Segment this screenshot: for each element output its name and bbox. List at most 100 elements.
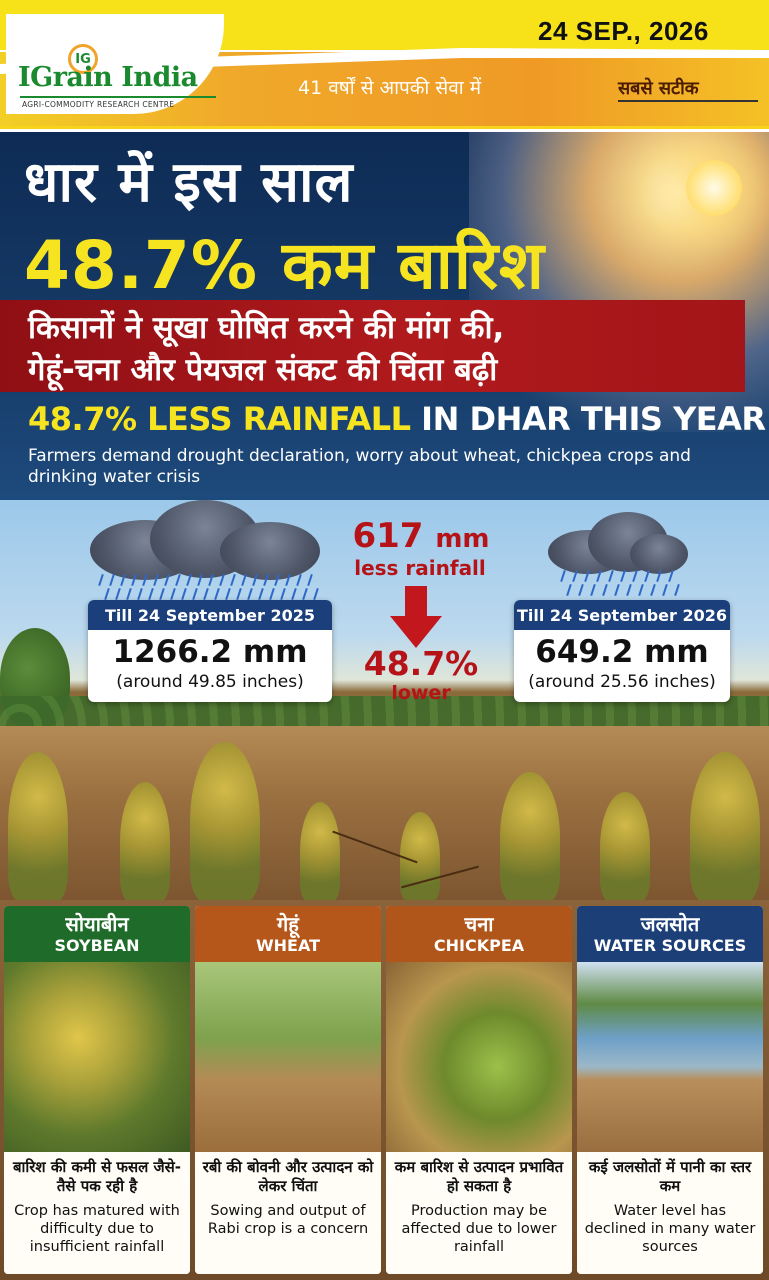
sun-icon xyxy=(686,160,742,216)
panel-text-hi: कम बारिश से उत्पादन प्रभावित हो सकता है xyxy=(394,1158,564,1195)
panel-title-en: SOYBEAN xyxy=(54,936,140,955)
rain-drop xyxy=(566,583,572,597)
rain-drop xyxy=(191,587,198,601)
rain-drop xyxy=(632,569,638,583)
wheat-image xyxy=(195,962,381,1152)
tagline: 41 वर्षों से आपकी सेवा में xyxy=(298,77,482,99)
rain-drop xyxy=(98,573,104,587)
crop-plant xyxy=(120,782,170,900)
panel-text-en: Water level has declined in many water s… xyxy=(584,1203,756,1255)
header-rule xyxy=(0,126,769,129)
panel-soybean: सोयाबीन SOYBEAN बारिश की कमी से फसल जैसे… xyxy=(4,906,190,1274)
rain-drop xyxy=(626,583,632,597)
crop-plant xyxy=(500,772,560,900)
panel-chickpea: चना CHICKPEA कम बारिश से उत्पादन प्रभावि… xyxy=(386,906,572,1274)
panel-header: गेहूं WHEAT xyxy=(195,906,381,962)
panel-text-hi: बारिश की कमी से फसल जैसे-तैसे पक रही है xyxy=(12,1158,182,1195)
date: 24 SEP., 2026 xyxy=(538,16,709,46)
panel-water-sources: जलसोत WATER SOURCES कई जलसोतों में पानी … xyxy=(577,906,763,1274)
rain-drop xyxy=(307,573,313,587)
panel-header: चना CHICKPEA xyxy=(386,906,572,962)
panel-header: सोयाबीन SOYBEAN xyxy=(4,906,190,962)
difference-value: 617 mm xyxy=(352,516,490,556)
arrow-down-icon xyxy=(390,586,442,648)
crop-plant xyxy=(190,742,260,900)
rain-drop xyxy=(136,587,143,601)
dry-field xyxy=(0,726,769,900)
rain-drop xyxy=(290,587,297,601)
rain-drop xyxy=(257,587,264,601)
rainfall-comparison: Till 24 September 2025 1266.2 mm (around… xyxy=(0,500,769,900)
rain-drop xyxy=(147,587,154,601)
percent-label: lower xyxy=(391,682,451,704)
rain-drop xyxy=(109,573,115,587)
panel-text-hi: रबी की बोवनी और उत्पादन को लेकर चिंता xyxy=(202,1158,374,1195)
rain-drop xyxy=(279,587,286,601)
subtitle-band xyxy=(0,300,745,392)
rain-drop xyxy=(175,573,181,587)
difference-number: 617 xyxy=(352,516,424,556)
water-source-image xyxy=(577,962,763,1152)
logo-subtitle: AGRI-COMMODITY RESEARCH CENTRE xyxy=(22,100,175,109)
panel-title-hi: सोयाबीन xyxy=(65,912,129,936)
logo-title: IGrain India xyxy=(18,62,198,93)
rain-drop xyxy=(246,587,253,601)
rain-drop xyxy=(602,583,608,597)
rain-drop xyxy=(650,583,656,597)
rain-drop xyxy=(614,583,620,597)
rain-drop xyxy=(230,573,236,587)
panel-text-en: Production may be affected due to lower … xyxy=(401,1203,557,1255)
rain-drop xyxy=(114,587,121,601)
headline-line2: 48.7% कम बारिश xyxy=(24,227,545,304)
rainfall-card-2026: Till 24 September 2026 649.2 mm (around … xyxy=(514,600,730,702)
rain-drop xyxy=(674,583,680,597)
percent-lower: 48.7% xyxy=(363,644,479,683)
subtitle-line1: किसानों ने सूखा घोषित करने की मांग की, xyxy=(28,310,505,346)
panel-title-hi: गेहूं xyxy=(277,912,299,936)
storm-cloud-icon xyxy=(220,522,320,580)
rain-drop xyxy=(158,587,165,601)
card-label: Till 24 September 2026 xyxy=(514,600,730,630)
logo-mark-text: IG xyxy=(75,51,91,67)
tagline-right: सबसे सटीक xyxy=(618,78,699,99)
crop-plant xyxy=(600,792,650,900)
logo-mark-icon: IG xyxy=(68,44,98,74)
hero: धार में इस साल 48.7% कम बारिश किसानों ने… xyxy=(0,132,769,500)
card-value: 1266.2 mm xyxy=(112,634,308,670)
soybean-image xyxy=(4,962,190,1152)
card-sub: (around 25.56 inches) xyxy=(528,672,716,692)
english-headline-highlight: 48.7% LESS RAINFALL xyxy=(28,400,411,438)
crop-plant xyxy=(300,802,340,900)
rain-drop xyxy=(241,573,247,587)
rain-drop xyxy=(169,587,176,601)
rain-drop xyxy=(296,573,302,587)
panel-header: जलसोत WATER SOURCES xyxy=(577,906,763,962)
rain-drop xyxy=(608,569,614,583)
card-label: Till 24 September 2025 xyxy=(88,600,332,630)
light-cloud-icon xyxy=(630,534,688,574)
logo-divider xyxy=(20,96,216,98)
card-sub: (around 49.85 inches) xyxy=(116,672,304,692)
panel-title-en: CHICKPEA xyxy=(433,936,525,955)
rain-drop xyxy=(620,569,626,583)
panel-wheat: गेहूं WHEAT रबी की बोवनी और उत्पादन को ल… xyxy=(195,906,381,1274)
rain-drop xyxy=(590,583,596,597)
rain-drop xyxy=(103,587,110,601)
panel-text-en: Sowing and output of Rabi crop is a conc… xyxy=(207,1203,369,1237)
english-headline-rest: IN DHAR THIS YEAR xyxy=(410,400,766,438)
logo: IG IGrain India AGRI-COMMODITY RESEARCH … xyxy=(6,14,224,114)
rain-drop xyxy=(125,587,132,601)
rain-drop xyxy=(312,587,319,601)
panel-text-en: Crop has matured with difficulty due to … xyxy=(14,1203,180,1255)
panel-title-hi: जलसोत xyxy=(640,912,700,936)
crop-plant xyxy=(690,752,760,900)
rain-drop xyxy=(224,587,231,601)
difference-label: less rainfall xyxy=(354,556,486,580)
panel-title-en: WHEAT xyxy=(255,936,321,955)
rain-drop xyxy=(301,587,308,601)
panel-text-hi: कई जलसोतों में पानी का स्तर कम xyxy=(588,1158,752,1195)
rain-drop xyxy=(662,583,668,597)
card-value: 649.2 mm xyxy=(535,634,709,670)
subtitle-line2: गेहूं-चना और पेयजल संकट की चिंता बढ़ी xyxy=(28,352,498,388)
panel-text: कई जलसोतों में पानी का स्तर कम Water lev… xyxy=(577,1152,763,1274)
